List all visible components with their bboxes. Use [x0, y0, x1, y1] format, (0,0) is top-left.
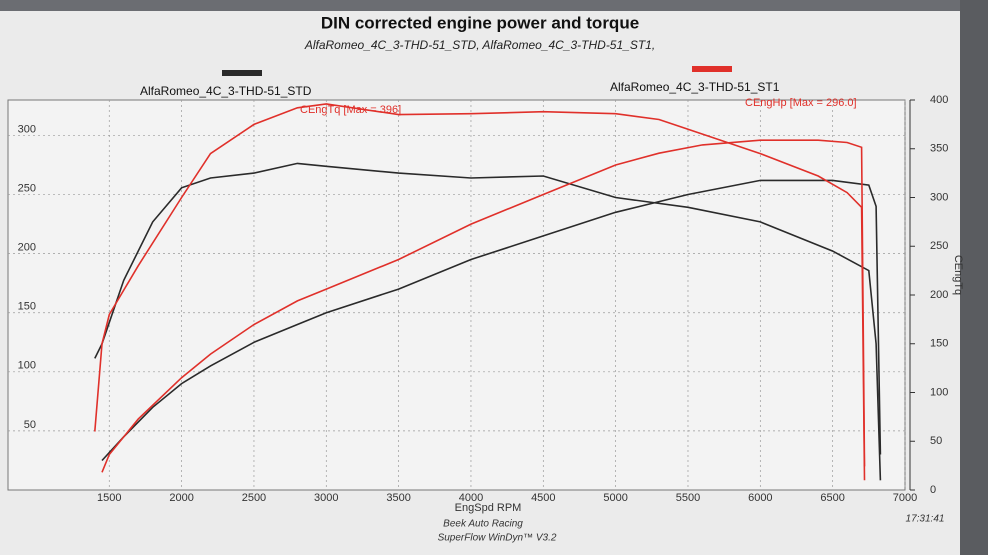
x-tick-label: 3000 — [314, 492, 338, 504]
footer-time: 17:31:41 — [906, 514, 945, 525]
chart-title: DIN corrected engine power and torque — [321, 13, 639, 32]
legend-swatch — [692, 66, 732, 72]
legend-swatch — [222, 70, 262, 76]
torque-annotation: CEngTq [Max = 396] — [300, 104, 401, 116]
x-tick-label: 6000 — [748, 492, 772, 504]
y2-tick-label: 0 — [930, 484, 936, 496]
power-line — [101, 139, 866, 473]
y2-axis-label: CEngTq — [952, 255, 964, 295]
legend-label: AlfaRomeo_4C_3-THD-51_ST1 — [610, 80, 780, 94]
y2-tick-label: 350 — [930, 143, 948, 155]
x-tick-label: 4500 — [531, 492, 555, 504]
y-tick-label: 50 — [24, 419, 36, 431]
torque-line — [94, 103, 866, 481]
torque-line — [94, 162, 882, 481]
plot-area — [7, 99, 906, 491]
x-tick-label: 2000 — [169, 492, 193, 504]
y2-tick-label: 100 — [930, 386, 948, 398]
x-tick-label: 5500 — [676, 492, 700, 504]
y2-tick-label: 200 — [930, 289, 948, 301]
menu-bar — [0, 0, 960, 11]
power-annotation: CEngHp [Max = 296.0] — [745, 97, 857, 109]
footer-company: Beek Auto Racing — [443, 519, 523, 530]
footer-software: SuperFlow WinDyn™ V3.2 — [438, 533, 557, 544]
legend-label: AlfaRomeo_4C_3-THD-51_STD — [140, 84, 312, 98]
y-tick-label: 150 — [18, 301, 36, 313]
y2-tick-label: 250 — [930, 240, 948, 252]
x-tick-label: 6500 — [820, 492, 844, 504]
x-tick-label: 3500 — [386, 492, 410, 504]
y-tick-label: 200 — [18, 242, 36, 254]
x-axis-label: EngSpd RPM — [455, 502, 522, 514]
y2-tick-label: 400 — [930, 94, 948, 106]
x-tick-label: 1500 — [97, 492, 121, 504]
x-tick-label: 4000 — [459, 492, 483, 504]
x-tick-label: 5000 — [603, 492, 627, 504]
power-line — [101, 179, 882, 462]
y2-tick-label: 150 — [930, 338, 948, 350]
chart-subtitle: AlfaRomeo_4C_3-THD-51_STD, AlfaRomeo_4C_… — [304, 38, 655, 52]
y-tick-label: 300 — [18, 123, 36, 135]
y2-tick-label: 300 — [930, 191, 948, 203]
y-tick-label: 250 — [18, 182, 36, 194]
x-tick-label: 7000 — [893, 492, 917, 504]
x-tick-label: 2500 — [242, 492, 266, 504]
y-tick-label: 100 — [18, 360, 36, 372]
y2-tick-label: 50 — [930, 435, 942, 447]
